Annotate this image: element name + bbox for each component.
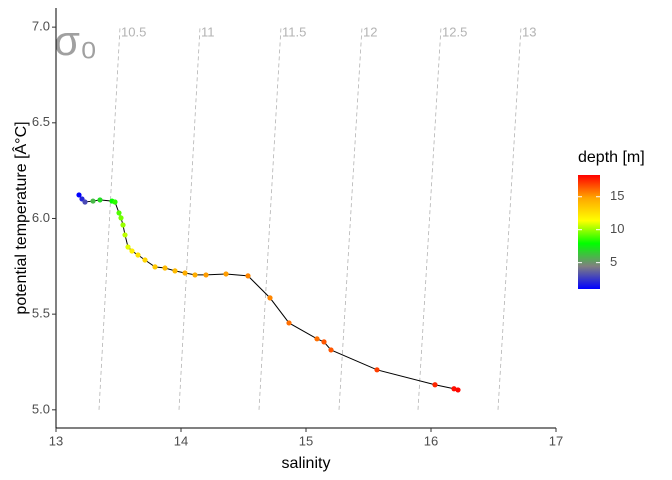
isopycnal <box>178 27 201 410</box>
x-tick-label: 13 <box>49 433 63 448</box>
isopycnal-label: 11.5 <box>282 25 306 40</box>
data-point <box>120 222 126 228</box>
isopycnal <box>417 27 442 410</box>
x-tick-label: 15 <box>299 433 313 448</box>
isopycnal <box>98 27 121 410</box>
x-tick-label: 17 <box>549 433 563 448</box>
x-axis-title: salinity <box>282 455 331 472</box>
data-point <box>203 272 209 278</box>
y-tick-label: 5.5 <box>32 306 50 321</box>
isopycnal-label: 13 <box>522 25 536 40</box>
x-tick-label: 16 <box>424 433 438 448</box>
legend-title: depth [m] <box>578 149 645 166</box>
colorbar-tick-label: 15 <box>610 188 624 203</box>
colorbar <box>578 175 600 289</box>
colorbar-tick-label: 10 <box>610 221 624 236</box>
data-point <box>116 210 122 216</box>
isopycnal-label: 12.5 <box>442 25 467 40</box>
isopycnal-label: 12 <box>363 25 377 40</box>
data-point <box>135 252 141 258</box>
isopycnal-label: 11 <box>201 25 215 40</box>
data-point <box>142 257 148 263</box>
data-point <box>182 270 188 276</box>
isopycnal <box>338 27 363 410</box>
y-axis-title: potential temperature [Â°C] <box>11 121 30 314</box>
data-point <box>455 387 461 393</box>
data-point <box>152 264 158 270</box>
colorbar-tick-label: 5 <box>610 254 617 269</box>
data-point <box>122 232 128 238</box>
data-point <box>118 215 124 221</box>
data-point <box>97 197 103 203</box>
y-tick-label: 6.5 <box>32 114 50 129</box>
data-point <box>76 192 82 198</box>
data-point <box>245 273 251 279</box>
y-tick-label: 7.0 <box>32 19 50 34</box>
x-tick-label: 14 <box>174 433 188 448</box>
data-point <box>90 198 96 204</box>
data-point <box>432 382 438 388</box>
data-point <box>82 199 88 205</box>
data-point <box>192 272 198 278</box>
data-point <box>374 367 380 373</box>
data-point <box>112 199 118 205</box>
data-point <box>125 244 131 250</box>
data-point <box>321 339 327 345</box>
profile-line <box>78 194 459 391</box>
data-point <box>451 386 457 392</box>
y-tick-label: 5.0 <box>32 401 50 416</box>
data-point <box>314 336 320 342</box>
isopycnal <box>258 27 282 410</box>
data-point <box>172 268 178 274</box>
isopycnal <box>497 27 522 410</box>
data-point <box>162 265 168 271</box>
sigma-annotation: σ₀ <box>54 17 97 64</box>
data-point <box>223 271 229 277</box>
data-point <box>328 347 334 353</box>
data-point <box>267 295 273 301</box>
isopycnal-label: 10.5 <box>121 25 146 40</box>
y-tick-label: 6.0 <box>32 210 50 225</box>
data-point <box>129 248 135 254</box>
data-point <box>286 320 292 326</box>
